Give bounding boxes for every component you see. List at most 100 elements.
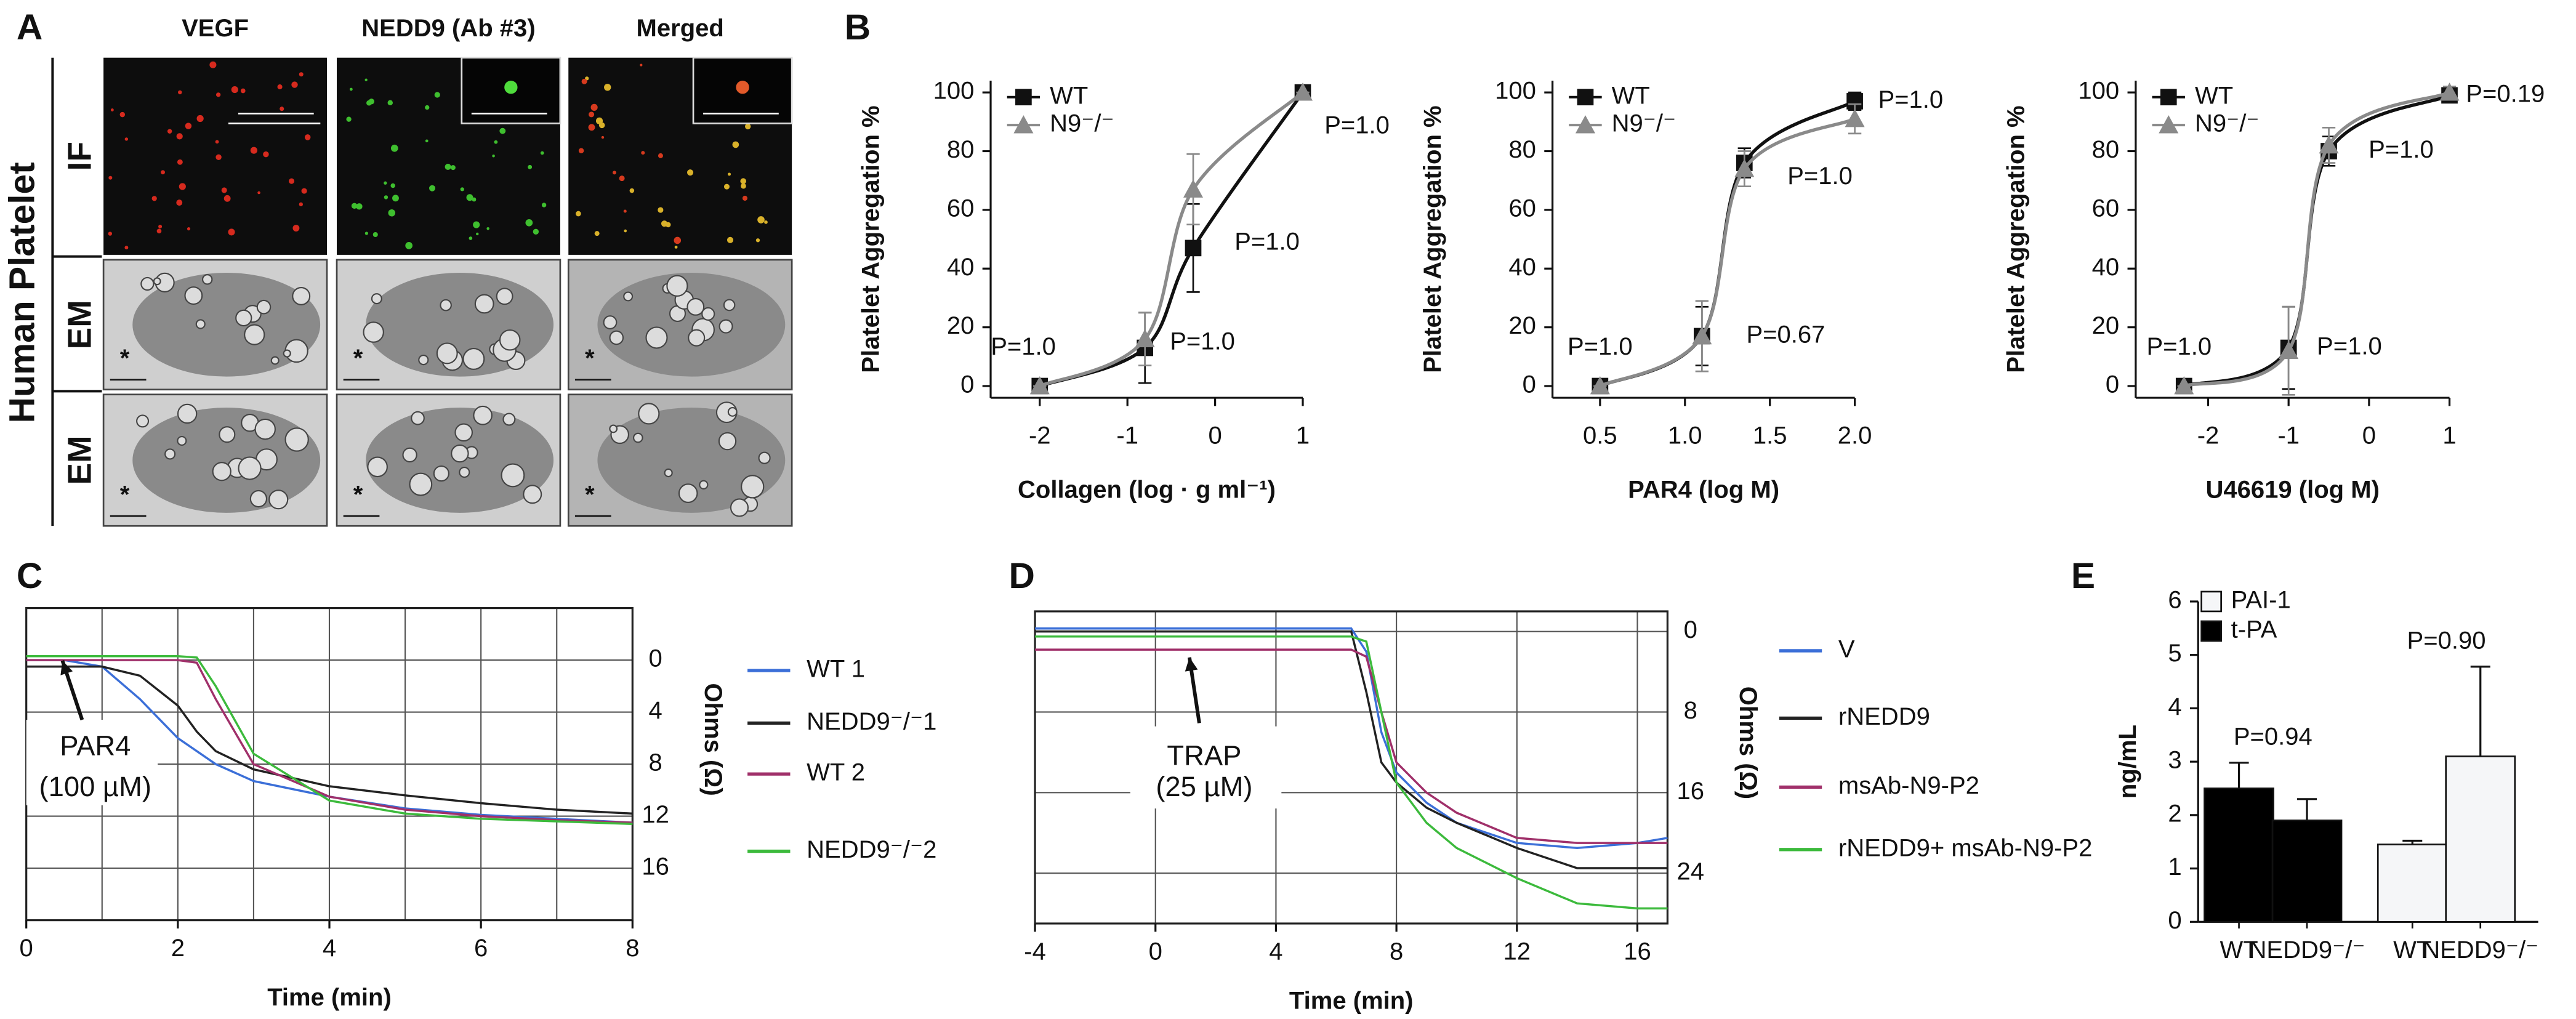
y-tick-label: 0 [960,371,974,398]
micrograph-dot [108,175,113,180]
legend-label: N9⁻/⁻ [2195,110,2260,137]
legend-label: WT [2195,82,2233,109]
micrograph-dot [301,188,307,194]
series-line [1039,91,1304,388]
micrograph-dot [764,220,768,224]
micrograph-dot [349,87,353,91]
micrograph-dot [177,159,183,165]
y-tick-label: 80 [947,136,975,163]
x-tick-label: WT [2393,936,2431,964]
micrograph-dot [387,100,393,106]
data-point [2439,83,2460,101]
micrograph-dot [223,195,231,202]
micrograph-dot [466,194,473,201]
micrograph-dot [299,72,304,77]
x-tick-label: 4 [323,935,336,962]
micrograph-dot [263,151,269,158]
y-tick-label: 40 [947,254,975,281]
inset-spot [504,81,518,94]
granule [244,324,265,345]
y-tick-label: 20 [947,312,975,339]
y-tick-label: 20 [2092,312,2120,339]
micrograph-dot [176,133,183,140]
asterisk: * [353,481,363,509]
y-axis-label: Platelet Aggregation % [857,105,884,373]
micrograph-dot [240,88,246,94]
micrograph-dot [366,100,372,106]
p-value-label: P=1.0 [2146,333,2212,360]
platelet [132,408,321,513]
row-label: IF [62,142,99,171]
micrograph-dot [228,228,235,236]
bar [2445,755,2516,923]
annotation-box [26,720,158,805]
p-value-label: P=0.67 [1746,321,1825,348]
granule [686,297,705,316]
micrograph-dot [364,78,368,81]
granule [140,276,155,291]
asterisk: * [120,345,130,372]
y-tick-label: 0 [649,645,662,672]
micrograph-dot [674,236,682,244]
granule [462,348,485,370]
bar [2204,787,2274,923]
data-point [1135,329,1155,348]
granule [474,294,494,314]
annotation: TRAP [1167,739,1241,771]
inset-spot [736,81,749,94]
legend-label: msAb-N9-P2 [1838,772,1979,799]
micrograph-dot [757,216,765,224]
x-tick-label: 8 [1390,938,1403,965]
granule [473,405,493,425]
data-point [1590,376,1610,395]
micrograph-dot [499,127,506,134]
granule [212,462,231,481]
granule [268,489,289,510]
x-tick-label: WT [2220,936,2258,964]
y-tick-label: 100 [2078,78,2119,105]
data-point [1845,109,1865,127]
legend-swatch [2200,620,2222,642]
y-tick-label: 60 [1508,195,1536,222]
micrograph-dot [594,231,600,236]
error-bar [2470,666,2490,757]
x-tick-label: 1.5 [1753,422,1787,449]
micrograph-dot [578,148,584,154]
granule [523,485,542,504]
micrograph-dot [460,187,464,191]
x-tick-label: -1 [2277,422,2300,449]
micrograph-dot [425,105,430,110]
legend-label: WT [1050,82,1088,109]
y-tick-label: 0 [2106,371,2119,398]
micrograph-dot [151,196,157,201]
micrograph-dot [742,195,747,201]
micrograph-dot [161,170,165,175]
granule [451,444,469,463]
micrograph-dot [732,141,739,148]
micrograph-dot [221,187,227,193]
p-value-label: P=0.94 [2234,723,2312,750]
p-value-label: P=1.0 [991,333,1056,360]
granule [184,286,203,305]
micrograph-dot [277,84,283,90]
micrograph-dot [124,137,129,141]
micrograph-dot [215,154,222,160]
granule [411,411,425,425]
plot-frame [1034,610,1668,925]
micrograph-dot [167,129,172,134]
y-tick-label: 20 [1508,312,1536,339]
x-tick-label: 0 [1208,422,1222,449]
micrograph-dot [384,181,387,185]
y-tick-label: 16 [642,853,669,880]
micrograph-dot [641,151,645,155]
legend-marker [2160,89,2177,106]
granule [664,468,673,478]
micrograph-dot [231,86,238,94]
micrograph-dot [525,219,533,227]
micrograph-dot [196,115,204,123]
micrograph-dot [581,78,587,84]
legend-label: N9⁻/⁻ [1050,110,1114,137]
micrograph-dot [434,92,440,98]
y-tick-label: 80 [2092,136,2120,163]
x-tick-label: 0.5 [1583,422,1617,449]
